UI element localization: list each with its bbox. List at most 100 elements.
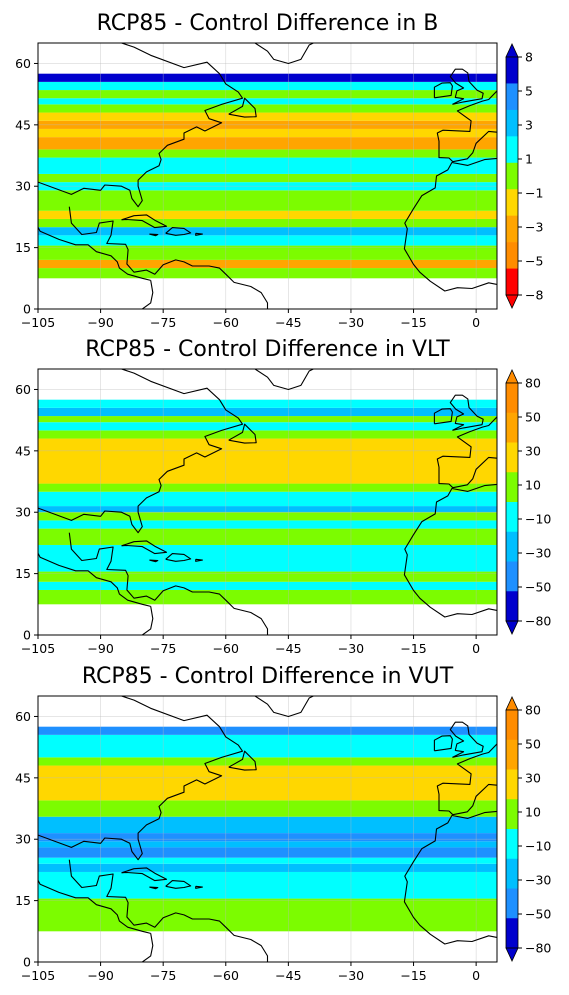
coastline [141,933,154,962]
difference-band [38,98,497,105]
y-tick-label: 30 [15,179,31,194]
map-area [38,43,497,309]
colorbar-segment [506,383,518,414]
colorbar-segment [506,918,518,949]
y-tick-label: 30 [15,832,31,847]
difference-band [38,726,497,735]
coastline [403,483,497,618]
difference-band [38,235,497,246]
colorbar-segment [506,799,518,830]
coastline [195,558,203,562]
difference-band [38,483,497,492]
colorbar-segment [506,888,518,919]
difference-band [38,90,497,99]
colorbar-tick-label: −8 [525,288,543,303]
colorbar-segment [506,591,518,622]
colorbar-segment [506,268,518,296]
colorbar-segment [506,412,518,443]
colorbar-tick-label: −30 [525,873,551,888]
difference-band [38,112,497,121]
coastline [141,606,154,635]
x-tick-label: −60 [213,968,239,983]
colorbar-tick-label: 1 [525,152,533,167]
colorbar-extend-bottom [505,294,519,309]
colorbar-tick-label: −3 [525,220,543,235]
colorbar-segment [506,57,518,84]
coastline [449,721,484,758]
difference-band [38,816,497,834]
colorbar-tick-label: −10 [525,839,551,854]
coastline [38,43,244,228]
colorbar-segment [506,502,518,533]
colorbar-tick-label: 50 [525,737,541,752]
coastline [195,885,203,889]
difference-band [38,210,497,219]
panel-title: RCP85 - Control Difference in B [97,11,439,36]
colorbar-tick-label: 8 [525,50,533,65]
difference-band [38,245,497,260]
colorbar: 80 50 30 10 −10 −30 −50 −80 [505,696,551,962]
difference-band [38,259,497,269]
colorbar-segment [506,858,518,889]
colorbar-tick-label: −50 [525,580,551,595]
colorbar-tick-label: 3 [525,118,533,133]
difference-band [38,520,497,529]
difference-band [38,571,497,582]
difference-band [38,416,497,423]
colorbar-segment [506,136,518,164]
coastline [38,226,151,281]
colorbar-segment [506,162,518,190]
difference-band [38,491,497,507]
panel-title: RCP85 - Control Difference in VUT [82,664,454,689]
x-tick-label: −75 [150,641,176,656]
colorbar-segment [506,83,518,111]
colorbar-segment [506,189,518,216]
x-tick-label: −105 [21,968,55,983]
y-tick-label: 30 [15,505,31,520]
coastline [165,227,192,236]
difference-band [38,430,497,439]
x-tick-label: −15 [400,315,426,330]
x-tick-label: −45 [275,641,301,656]
coastline [149,886,159,890]
y-tick-label: 0 [23,628,31,643]
colorbar-tick-label: 5 [525,84,533,99]
difference-band [38,589,497,605]
y-tick-label: 0 [23,955,31,970]
coastline [38,552,151,607]
x-tick-label: 0 [472,968,480,983]
coastline [403,810,497,945]
colorbar-frame [505,382,519,622]
coastline [68,206,269,309]
x-tick-label: −75 [150,968,176,983]
coastline [433,82,453,99]
difference-band [38,757,497,766]
difference-band [38,407,497,417]
coastline [449,68,484,105]
y-tick-label: 45 [15,443,31,458]
difference-band [38,128,497,138]
y-tick-label: 15 [15,566,31,581]
coastline [68,532,269,635]
coastline [38,879,151,934]
colorbar-segment [506,215,518,243]
colorbar-tick-label: 80 [525,703,541,718]
x-tick-label: −30 [338,315,364,330]
difference-band [38,506,497,513]
colorbar-tick-label: 80 [525,376,541,391]
coastline [433,735,453,752]
difference-band [38,268,497,279]
colorbar: 80 50 30 10 −10 −30 −50 −80 [505,369,551,635]
colorbar-tick-label: −30 [525,546,551,561]
x-tick-label: 0 [472,315,480,330]
coastline [228,750,257,771]
axes-frame [37,42,498,310]
difference-band [38,833,497,842]
difference-band [38,898,497,932]
difference-band [38,157,497,174]
x-tick-label: −15 [400,641,426,656]
coastline [433,408,453,425]
difference-band [38,190,497,211]
colorbar-frame [505,56,519,296]
colorbar-tick-label: 50 [525,410,541,425]
